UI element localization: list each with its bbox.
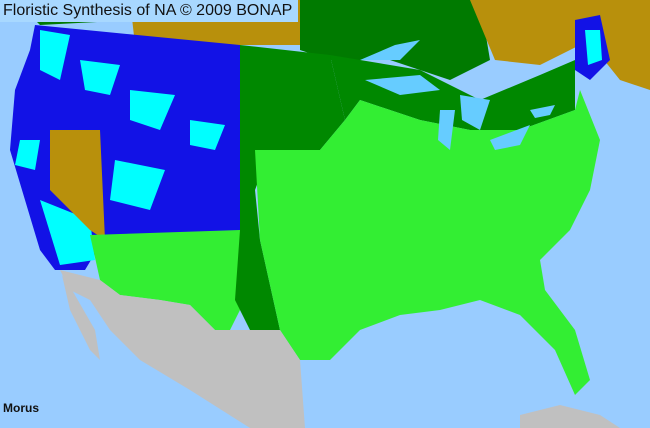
baja <box>62 275 100 360</box>
mexico <box>60 270 305 428</box>
genus-label: Morus <box>3 401 39 415</box>
great-lakes <box>360 40 555 150</box>
great-lakes-dark <box>330 55 575 130</box>
new-england-cyan <box>585 30 602 65</box>
map-title: Floristic Synthesis of NA © 2009 BONAP <box>0 0 299 22</box>
cuba <box>520 405 620 428</box>
canada-east-tan <box>470 0 650 90</box>
eastern-native <box>255 90 600 395</box>
nevada-tan <box>50 130 105 240</box>
cyan-patches <box>15 30 225 265</box>
us-west-exotic <box>10 25 240 270</box>
plains-native-exotic <box>235 45 345 330</box>
southwest-native <box>90 230 245 330</box>
